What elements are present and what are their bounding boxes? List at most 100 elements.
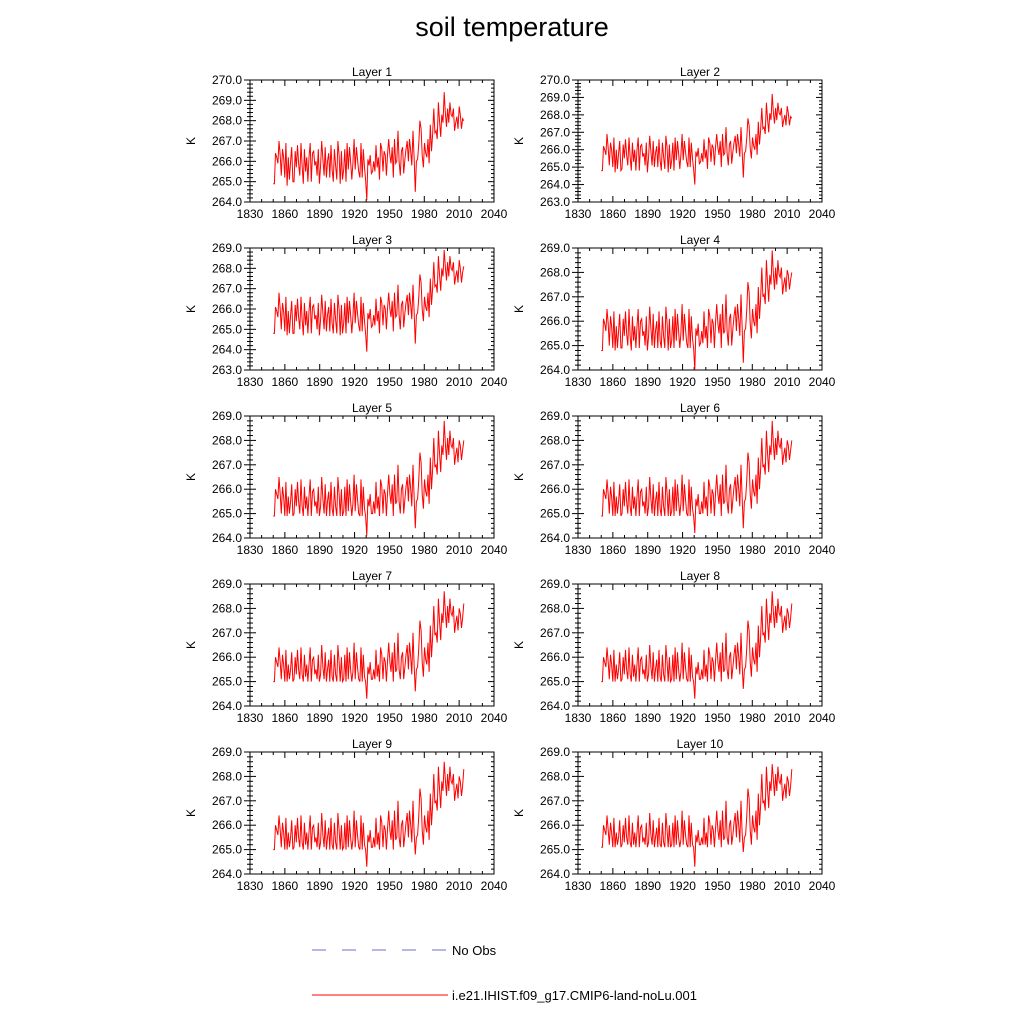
y-tick-label: 268.0 <box>212 433 242 447</box>
y-tick-label: 264.0 <box>540 699 570 713</box>
series-line <box>273 591 465 699</box>
x-tick-label: 1920 <box>341 711 368 725</box>
y-tick-label: 266.0 <box>540 650 570 664</box>
panel-layer-8: Layer 8 K 1830 1860 1890 1920 1950 1980 2010 2040… <box>512 569 836 725</box>
x-tick-label: 1920 <box>341 543 368 557</box>
x-tick-label: 1830 <box>565 711 592 725</box>
plot-frame <box>577 415 823 539</box>
x-tick-label: 1890 <box>634 711 661 725</box>
y-tick-label: 265.0 <box>540 675 570 689</box>
x-tick-label: 1920 <box>669 879 696 893</box>
x-tick-label: 1830 <box>237 375 264 389</box>
x-tick-label: 2040 <box>809 543 836 557</box>
x-tick-label: 1950 <box>376 711 403 725</box>
x-tick-label: 1950 <box>376 879 403 893</box>
y-tick-label: 264.0 <box>212 531 242 545</box>
panel-title: Layer 9 <box>352 737 392 751</box>
y-axis-label: K <box>512 641 526 649</box>
x-tick-label: 1830 <box>237 711 264 725</box>
x-tick-label: 1830 <box>565 375 592 389</box>
series-line <box>601 764 793 867</box>
y-tick-label: 268.0 <box>212 769 242 783</box>
x-tick-label: 1890 <box>634 879 661 893</box>
y-tick-label: 269.0 <box>540 409 570 423</box>
x-tick-label: 1890 <box>634 375 661 389</box>
x-tick-label: 1950 <box>704 711 731 725</box>
y-tick-label: 266.0 <box>540 818 570 832</box>
y-tick-label: 269.0 <box>212 409 242 423</box>
series-line <box>273 249 465 352</box>
y-tick-label: 266.0 <box>212 482 242 496</box>
x-tick-label: 2040 <box>481 711 508 725</box>
y-tick-label: 268.0 <box>540 601 570 615</box>
y-tick-label: 269.0 <box>212 577 242 591</box>
x-tick-label: 2040 <box>481 879 508 893</box>
y-tick-label: 266.0 <box>540 482 570 496</box>
panel-layer-3: Layer 3 K 1830 1860 1890 1920 1950 1980 2010 2040… <box>184 233 508 389</box>
x-tick-label: 1980 <box>411 375 438 389</box>
y-tick-label: 264.0 <box>540 531 570 545</box>
panel-layer-10: Layer 10 K 1830 1860 1890 1920 1950 1980 2010 204… <box>512 737 836 893</box>
y-tick-label: 265.0 <box>212 175 242 189</box>
x-tick-label: 2040 <box>809 207 836 221</box>
x-tick-label: 2010 <box>774 879 801 893</box>
y-tick-label: 269.0 <box>540 90 570 104</box>
series-line <box>601 93 793 185</box>
plot-frame <box>249 415 495 539</box>
x-tick-label: 1860 <box>600 879 627 893</box>
y-axis-label: K <box>184 641 198 649</box>
x-tick-label: 2040 <box>481 207 508 221</box>
y-tick-label: 265.0 <box>540 339 570 353</box>
plot-frame <box>577 79 823 203</box>
y-tick-label: 269.0 <box>540 745 570 759</box>
y-tick-label: 266.0 <box>540 314 570 328</box>
x-tick-label: 1920 <box>669 711 696 725</box>
x-tick-label: 1950 <box>376 543 403 557</box>
x-tick-label: 1950 <box>704 879 731 893</box>
y-tick-label: 269.0 <box>540 577 570 591</box>
x-tick-label: 1830 <box>237 207 264 221</box>
panel-layer-9: Layer 9 K 1830 1860 1890 1920 1950 1980 2010 2040… <box>184 737 508 893</box>
panel-layer-7: Layer 7 K 1830 1860 1890 1920 1950 1980 2010 2040… <box>184 569 508 725</box>
x-tick-label: 1980 <box>411 207 438 221</box>
panel-title: Layer 2 <box>680 65 720 79</box>
x-tick-label: 1860 <box>272 207 299 221</box>
x-tick-label: 2040 <box>809 375 836 389</box>
y-tick-label: 265.0 <box>212 675 242 689</box>
y-tick-label: 263.0 <box>540 195 570 209</box>
series-line <box>601 591 793 699</box>
y-tick-label: 267.0 <box>540 458 570 472</box>
x-tick-label: 1980 <box>739 543 766 557</box>
y-tick-label: 268.0 <box>212 601 242 615</box>
y-tick-label: 264.0 <box>212 195 242 209</box>
x-tick-label: 1830 <box>565 207 592 221</box>
x-tick-label: 2010 <box>446 879 473 893</box>
x-tick-label: 1890 <box>306 711 333 725</box>
x-tick-label: 1890 <box>306 207 333 221</box>
series-line <box>273 92 465 201</box>
y-tick-label: 267.0 <box>212 282 242 296</box>
x-tick-label: 1830 <box>565 879 592 893</box>
y-tick-label: 267.0 <box>540 794 570 808</box>
x-tick-label: 2040 <box>481 375 508 389</box>
y-tick-label: 270.0 <box>212 73 242 87</box>
y-axis-label: K <box>184 305 198 313</box>
y-tick-label: 267.0 <box>212 458 242 472</box>
y-tick-label: 268.0 <box>540 769 570 783</box>
panel-title: Layer 1 <box>352 65 392 79</box>
x-tick-label: 1950 <box>704 375 731 389</box>
plot-frame <box>577 751 823 875</box>
x-tick-label: 1980 <box>411 879 438 893</box>
x-tick-label: 1950 <box>376 375 403 389</box>
x-tick-label: 1950 <box>704 543 731 557</box>
y-tick-label: 266.0 <box>212 302 242 316</box>
series-line <box>601 420 793 534</box>
panel-title: Layer 7 <box>352 569 392 583</box>
y-tick-label: 266.0 <box>540 143 570 157</box>
plot-frame <box>249 583 495 707</box>
x-tick-label: 1860 <box>600 207 627 221</box>
x-tick-label: 1860 <box>272 543 299 557</box>
x-tick-label: 1920 <box>669 543 696 557</box>
y-axis-label: K <box>512 809 526 817</box>
x-tick-label: 1920 <box>341 879 368 893</box>
